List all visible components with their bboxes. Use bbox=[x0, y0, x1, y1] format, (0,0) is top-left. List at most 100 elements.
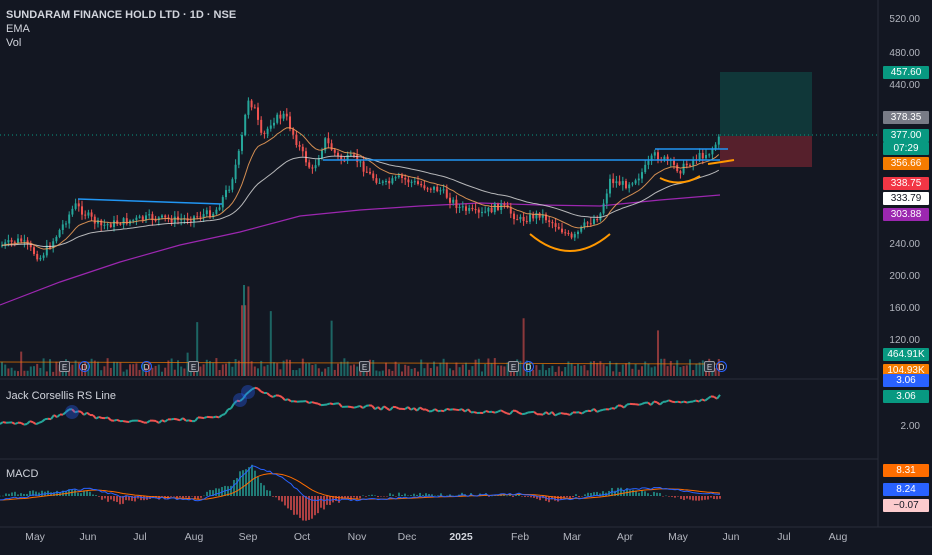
volume-indicator-label[interactable]: Vol bbox=[6, 36, 236, 50]
macd-histogram-bar bbox=[572, 496, 574, 497]
volume-bar bbox=[199, 367, 201, 376]
macd-histogram-bar bbox=[395, 496, 397, 497]
rs-line-segment bbox=[261, 392, 264, 393]
candle-body bbox=[55, 237, 57, 241]
time-axis-tick: Aug bbox=[185, 531, 204, 543]
time-axis-tick: Jul bbox=[133, 531, 146, 543]
macd-histogram-bar bbox=[11, 492, 13, 496]
candle-body bbox=[699, 153, 701, 160]
macd-histogram-bar bbox=[173, 496, 175, 497]
volume-bar bbox=[337, 364, 339, 376]
candle-body bbox=[78, 203, 80, 206]
rs-line-segment bbox=[603, 409, 606, 410]
rs-line-segment bbox=[54, 415, 57, 417]
rs-line-segment bbox=[696, 401, 699, 402]
candle-body bbox=[273, 123, 275, 126]
rs-line-segment bbox=[282, 397, 285, 400]
macd-histogram-bar bbox=[263, 485, 265, 496]
volume-bar bbox=[356, 367, 358, 376]
candle-body bbox=[103, 225, 105, 226]
candle-body bbox=[436, 187, 438, 191]
rs-line-segment bbox=[450, 409, 453, 410]
macd-histogram-bar bbox=[200, 496, 202, 498]
candle-body bbox=[142, 216, 144, 219]
rs-line-segment bbox=[426, 410, 429, 412]
candle-body bbox=[215, 210, 217, 214]
macd-histogram-bar bbox=[713, 496, 715, 499]
candle-body bbox=[302, 147, 304, 151]
candle-body bbox=[571, 234, 573, 238]
candle-body bbox=[318, 158, 320, 165]
volume-bar bbox=[353, 364, 355, 376]
ema-indicator-label[interactable]: EMA bbox=[6, 22, 236, 36]
candle-body bbox=[462, 206, 464, 207]
candle-body bbox=[519, 217, 521, 219]
volume-bar bbox=[430, 368, 432, 376]
rs-line-segment bbox=[12, 422, 15, 424]
candle-body bbox=[65, 223, 67, 224]
earnings-marker[interactable]: E bbox=[59, 361, 70, 372]
macd-histogram-bar bbox=[86, 491, 88, 496]
candle-body bbox=[587, 222, 589, 223]
rs-line-segment bbox=[600, 410, 603, 411]
volume-bar bbox=[43, 358, 45, 376]
earnings-marker[interactable]: E bbox=[359, 361, 370, 372]
macd-histogram-bar bbox=[581, 496, 583, 497]
dividend-marker[interactable]: D bbox=[523, 361, 534, 372]
dividend-marker[interactable]: D bbox=[141, 361, 152, 372]
volume-bar bbox=[615, 363, 617, 376]
rs-line-segment bbox=[231, 404, 234, 409]
volume-bar bbox=[532, 370, 534, 376]
candle-body bbox=[81, 206, 83, 214]
rs-line-segment bbox=[699, 399, 702, 401]
candle-body bbox=[241, 135, 243, 151]
rs-line-segment bbox=[585, 411, 588, 412]
volume-bar bbox=[203, 364, 205, 376]
time-axis-tick: May bbox=[668, 531, 688, 543]
earnings-marker[interactable]: E bbox=[508, 361, 519, 372]
macd-histogram-bar bbox=[272, 496, 274, 497]
volume-bar bbox=[404, 365, 406, 376]
volume-bar bbox=[439, 363, 441, 376]
macd-histogram-bar bbox=[629, 490, 631, 496]
candle-body bbox=[276, 115, 278, 123]
rs-line-segment bbox=[435, 409, 438, 411]
symbol-title[interactable]: SUNDARAM FINANCE HOLD LTD · 1D · NSE bbox=[6, 8, 236, 22]
cup-arc bbox=[530, 234, 610, 251]
volume-bar bbox=[481, 371, 483, 376]
rs-line-segment bbox=[327, 403, 330, 404]
candle-body bbox=[251, 101, 253, 108]
macd-histogram-bar bbox=[653, 492, 655, 496]
rs-line-segment bbox=[36, 423, 39, 424]
candle-body bbox=[84, 215, 86, 216]
volume-bar bbox=[583, 365, 585, 376]
volume-bar bbox=[132, 364, 134, 376]
candle-body bbox=[449, 198, 451, 203]
volume-bar bbox=[465, 363, 467, 376]
macd-histogram-bar bbox=[179, 496, 181, 497]
candle-body bbox=[148, 214, 150, 215]
macd-histogram-bar bbox=[644, 491, 646, 496]
volume-bar bbox=[295, 370, 297, 376]
dividend-marker[interactable]: D bbox=[79, 361, 90, 372]
candle-body bbox=[510, 207, 512, 213]
dividend-marker[interactable]: D bbox=[716, 361, 727, 372]
price-tag-stop: 338.75 bbox=[883, 177, 929, 190]
macd-histogram-bar bbox=[299, 496, 301, 518]
macd-histogram-bar bbox=[686, 496, 688, 499]
macd-histogram-bar bbox=[125, 496, 127, 500]
macd-histogram-bar bbox=[305, 496, 307, 521]
earnings-marker[interactable]: E bbox=[188, 361, 199, 372]
rs-line-segment bbox=[189, 420, 192, 421]
rs-pane-title[interactable]: Jack Corsellis RS Line bbox=[6, 390, 116, 402]
macd-histogram-bar bbox=[566, 496, 568, 497]
macd-pane-title[interactable]: MACD bbox=[6, 468, 38, 480]
macd-histogram-bar bbox=[371, 495, 373, 496]
candle-body bbox=[593, 219, 595, 224]
candle-body bbox=[683, 164, 685, 174]
macd-histogram-bar bbox=[437, 495, 439, 496]
volume-bar bbox=[20, 352, 22, 376]
earnings-marker[interactable]: E bbox=[704, 361, 715, 372]
